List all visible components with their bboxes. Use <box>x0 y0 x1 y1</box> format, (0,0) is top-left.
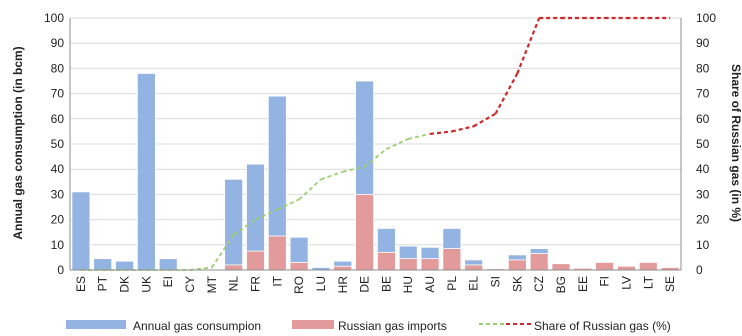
bar-consumption-es <box>71 191 91 271</box>
bar-consumption-uk <box>136 73 156 271</box>
bar-imports-lv <box>617 265 636 271</box>
bar-consumption-nl <box>224 178 244 271</box>
y-tick-label: 20 <box>51 213 65 227</box>
x-tick-label: FI <box>598 276 612 287</box>
legend-swatch-imports <box>292 320 334 329</box>
bar-consumption-ei <box>158 258 178 271</box>
share-line-segment <box>408 133 431 140</box>
x-tick-label: MT <box>205 275 219 293</box>
y2-tick-label: 10 <box>696 238 710 252</box>
legend-label-imports: Russian gas imports <box>338 319 447 333</box>
x-tick-label: SE <box>663 276 677 292</box>
x-tick-label: CZ <box>532 276 546 292</box>
bar-imports-nl <box>224 264 244 271</box>
share-line-segment <box>342 165 365 173</box>
bar-imports-hu <box>398 258 418 271</box>
x-tick-label: SK <box>510 276 524 292</box>
x-tick-label: BG <box>554 276 568 293</box>
x-tick-label: HR <box>336 276 350 294</box>
y2-tick-label: 20 <box>696 213 710 227</box>
bar-imports-sk <box>507 259 527 271</box>
y-tick-label: 100 <box>44 11 64 25</box>
bar-imports-lt <box>638 262 658 271</box>
x-tick-label: HU <box>401 276 415 293</box>
bars <box>71 73 680 271</box>
share-line-segment <box>233 218 256 236</box>
x-tick-label: LV <box>619 276 633 290</box>
y2-tick-label: 40 <box>696 162 710 176</box>
x-tick-label: EE <box>576 276 590 292</box>
y-tick-label: 90 <box>51 36 65 50</box>
bar-imports-cz <box>529 253 549 271</box>
bar-imports-hr <box>333 265 353 271</box>
bar-imports-pl <box>442 248 462 271</box>
x-tick-label: IT <box>270 275 284 286</box>
share-line-segment <box>429 130 453 136</box>
y2-tick-label: 90 <box>696 36 710 50</box>
x-tick-label: SI <box>489 276 503 287</box>
left-axis-ticks: 0 10 20 30 40 50 60 70 80 90 100 <box>44 11 64 277</box>
x-tick-label: ES <box>74 276 88 292</box>
x-tick-label: DK <box>118 276 132 293</box>
bar-imports-el <box>464 264 484 271</box>
x-tick-label: PL <box>445 276 459 291</box>
legend-label-share: Share of Russian gas (%) <box>534 319 671 333</box>
bar-imports-bg <box>551 263 571 271</box>
y-tick-label: 40 <box>51 162 65 176</box>
y-tick-label: 10 <box>51 238 65 252</box>
x-tick-label: PT <box>96 275 110 291</box>
x-tick-label: AU <box>423 276 437 293</box>
share-line-segment <box>451 125 474 133</box>
bar-imports-be <box>377 251 396 271</box>
share-line-segment <box>473 112 497 128</box>
bar-imports-it <box>267 235 287 271</box>
y-tick-label: 0 <box>57 263 64 277</box>
bar-consumption-pt <box>93 258 113 271</box>
y2-tick-label: 100 <box>696 11 716 25</box>
share-line-segment <box>364 148 387 168</box>
y2-tick-label: 80 <box>696 61 710 75</box>
grid-lines <box>70 17 681 246</box>
bar-consumption-dk <box>115 260 134 271</box>
y-tick-label: 70 <box>51 87 65 101</box>
x-tick-label: CY <box>183 276 197 293</box>
right-axis-ticks: 0 10 20 30 40 50 60 70 80 90 100 <box>696 11 716 277</box>
y2-tick-label: 0 <box>696 263 703 277</box>
x-tick-label: UK <box>139 276 153 293</box>
y-tick-label: 30 <box>51 187 65 201</box>
bar-imports-ro <box>289 262 309 271</box>
x-tick-label: FR <box>248 276 262 292</box>
x-tick-label: NL <box>227 276 241 292</box>
x-tick-label: EI <box>161 276 175 287</box>
share-line-segment <box>320 170 344 181</box>
bar-imports-fr <box>246 250 265 271</box>
x-axis-ticks: ES PT DK UK EI CY MT NL FR IT RO LU HR DE BE HU AU PL EL SI… <box>74 275 677 294</box>
y2-tick-label: 70 <box>696 87 710 101</box>
axes <box>69 18 682 271</box>
y-axis-title: Annual gas consumption (in bcm) <box>11 46 25 239</box>
share-line-segment <box>494 72 519 115</box>
y2-tick-label: 50 <box>696 137 710 151</box>
x-tick-label: BE <box>379 276 393 292</box>
y2-axis-title: Share of Russian gas (in %) <box>729 64 742 222</box>
x-tick-label: EL <box>467 276 481 291</box>
y-tick-label: 60 <box>51 112 65 126</box>
share-line-segment <box>298 178 322 201</box>
x-tick-label: LU <box>314 276 328 291</box>
legend-swatch-consumption <box>66 320 126 329</box>
legend: Annual gas consumpion Russian gas import… <box>66 319 671 333</box>
y2-tick-label: 60 <box>696 112 710 126</box>
x-tick-label: LT <box>641 275 655 289</box>
bar-imports-de <box>355 193 374 271</box>
share-line-segment <box>516 17 541 74</box>
x-tick-label: RO <box>292 276 306 294</box>
y2-tick-label: 30 <box>696 187 710 201</box>
bar-imports-au <box>420 258 440 271</box>
x-tick-label: DE <box>358 276 372 293</box>
y-tick-label: 80 <box>51 61 65 75</box>
bar-imports-fi <box>595 262 615 271</box>
legend-label-consumption: Annual gas consumpion <box>133 319 261 333</box>
y-tick-label: 50 <box>51 137 65 151</box>
